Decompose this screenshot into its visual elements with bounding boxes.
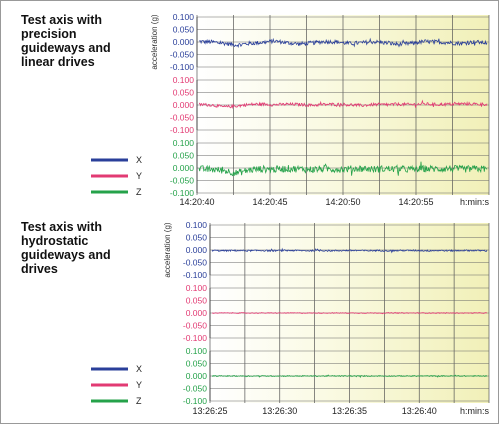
y-tick-label: 0.000 xyxy=(173,163,195,173)
y-tick-label: 0.100 xyxy=(186,283,208,293)
chart-2: 0.100 0.050 0.000 -0.050 -0.100 0.100 0.050 0.0… xyxy=(91,220,489,416)
x-tick-label: 14:20:45 xyxy=(252,197,287,207)
x-tick-label: h:min:s xyxy=(460,197,490,207)
x-tick-label: 14:20:40 xyxy=(179,197,214,207)
legend-label-z: Z xyxy=(136,187,142,197)
y-tick-label: 0.000 xyxy=(173,37,195,47)
y-tick-label: -0.050 xyxy=(170,50,194,60)
y-tick-label: 0.050 xyxy=(186,233,208,243)
y-tick-label: -0.100 xyxy=(170,188,194,198)
series-line-y xyxy=(198,99,488,110)
series-line-x xyxy=(211,247,488,254)
series-line-y xyxy=(211,311,487,315)
y-tick-label: 0.050 xyxy=(186,359,208,369)
panel-1-title: Test axis with precision guideways and l… xyxy=(21,13,111,69)
y-tick-label: 0.050 xyxy=(173,88,195,98)
series-line-z xyxy=(198,161,488,177)
legend-label-z: Z xyxy=(136,396,142,406)
y-tick-label: -0.050 xyxy=(170,113,194,123)
y-tick-label: 0.100 xyxy=(173,75,195,85)
y-tick-label: 0.000 xyxy=(186,308,208,318)
legend-label-y: Y xyxy=(136,171,142,181)
legend-label-y: Y xyxy=(136,380,142,390)
y-tick-label: -0.050 xyxy=(170,176,194,186)
y-axis-label: acceleration (g) xyxy=(163,222,172,277)
x-tick-label: h:min:s xyxy=(460,406,490,416)
y-tick-label: -0.100 xyxy=(183,333,207,343)
y-tick-label: -0.100 xyxy=(170,62,194,72)
y-tick-label: -0.100 xyxy=(183,270,207,280)
x-tick-label: 13:26:35 xyxy=(332,406,367,416)
legend-label-x: X xyxy=(136,155,142,165)
series-line-z xyxy=(211,374,488,379)
y-axis-label: acceleration (g) xyxy=(150,14,159,69)
y-tick-label: 0.050 xyxy=(173,151,195,161)
y-tick-label: 0.100 xyxy=(173,12,195,22)
y-tick-label: 0.100 xyxy=(173,138,195,148)
y-tick-label: -0.050 xyxy=(183,321,207,331)
x-tick-label: 13:26:25 xyxy=(192,406,227,416)
x-tick-label: 13:26:40 xyxy=(402,406,437,416)
x-tick-label: 13:26:30 xyxy=(262,406,297,416)
y-tick-label: 0.000 xyxy=(173,100,195,110)
x-tick-label: 14:20:55 xyxy=(398,197,433,207)
y-tick-label: 0.000 xyxy=(186,245,208,255)
y-tick-label: -0.100 xyxy=(170,125,194,135)
y-tick-label: 0.050 xyxy=(173,25,195,35)
y-tick-label: 0.000 xyxy=(186,371,208,381)
panel-2-title: Test axis with hydrostatic guideways and… xyxy=(21,220,111,276)
x-tick-label: 14:20:50 xyxy=(325,197,360,207)
legend-label-x: X xyxy=(136,364,142,374)
y-tick-label: 0.100 xyxy=(186,220,208,230)
y-tick-label: 0.050 xyxy=(186,296,208,306)
y-tick-label: -0.050 xyxy=(183,384,207,394)
chart-1: 0.100 0.050 0.000 -0.050 -0.100 0.100 0.050 0.0… xyxy=(91,12,489,207)
y-tick-label: -0.050 xyxy=(183,258,207,268)
y-tick-label: -0.100 xyxy=(183,396,207,406)
y-tick-label: 0.100 xyxy=(186,346,208,356)
series-line-x xyxy=(198,37,488,49)
